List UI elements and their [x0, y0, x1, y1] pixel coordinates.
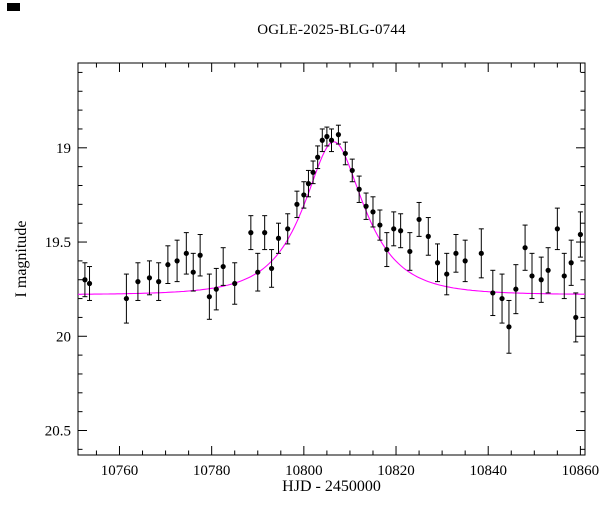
data-point: [363, 203, 369, 209]
data-point: [255, 269, 261, 275]
data-point: [301, 192, 307, 198]
x-tick-label: 10780: [193, 463, 231, 479]
data-point: [190, 269, 196, 275]
data-point: [377, 222, 383, 228]
data-point: [294, 201, 300, 207]
data-point: [398, 228, 404, 234]
data-point: [425, 233, 431, 239]
y-tick-label: 20.5: [45, 424, 71, 440]
data-point: [522, 245, 528, 251]
chart-title: OGLE-2025-BLG-0744: [257, 22, 406, 38]
data-point: [384, 246, 390, 253]
data-point: [206, 294, 212, 300]
data-point: [213, 286, 219, 292]
x-tick-label: 10760: [101, 463, 139, 479]
data-point: [356, 186, 362, 192]
data-point: [529, 273, 535, 279]
data-point: [165, 262, 171, 268]
data-point: [416, 216, 422, 223]
data-point: [232, 280, 238, 287]
data-point: [573, 314, 579, 321]
data-point: [315, 154, 321, 160]
data-point: [478, 250, 484, 256]
data-point: [285, 226, 291, 232]
data-point: [407, 248, 413, 255]
data-point: [197, 252, 203, 258]
x-tick-label: 10840: [469, 463, 507, 479]
data-point: [391, 226, 397, 232]
data-point: [174, 258, 180, 264]
data-point: [561, 273, 567, 279]
data-point: [434, 260, 441, 266]
x-tick-label: 10820: [377, 463, 415, 479]
model-curve-path: [78, 141, 585, 295]
data-point: [453, 250, 459, 256]
data-point: [349, 167, 355, 174]
data-point: [335, 132, 342, 138]
data-point: [248, 230, 254, 236]
data-point: [305, 181, 312, 187]
data-point: [554, 226, 560, 232]
data-point: [262, 230, 268, 236]
y-axis-label: I magnitude: [13, 220, 30, 298]
data-point: [86, 280, 93, 287]
data-point: [275, 235, 282, 241]
x-tick-label: 10800: [285, 463, 323, 479]
plot-frame: [77, 62, 586, 456]
data-point: [506, 324, 512, 330]
data-point: [310, 169, 316, 175]
data-point: [462, 258, 468, 264]
data-point: [146, 275, 153, 281]
data-point: [444, 271, 450, 277]
data-point: [220, 263, 226, 270]
data-point: [319, 137, 325, 143]
data-point: [328, 137, 335, 143]
data-point: [135, 279, 141, 285]
data-point: [568, 260, 574, 266]
y-tick-label: 20: [56, 329, 71, 345]
data-point: [490, 290, 496, 296]
data-point: [123, 295, 129, 302]
data-point: [545, 267, 551, 273]
data-point: [577, 231, 583, 238]
data-point: [342, 150, 348, 157]
data-point: [513, 286, 519, 292]
y-tick-label: 19: [56, 141, 71, 157]
tick-labels: 10760 10780 10800 10820 10840 10860 19 19.5 20 20…: [45, 141, 599, 479]
data-point: [183, 250, 189, 256]
data-points-group: [82, 124, 583, 354]
axes: [77, 62, 586, 456]
data-point: [538, 277, 544, 283]
data-point: [324, 133, 330, 140]
corner-mark: [7, 3, 20, 11]
x-axis-label: HJD - 2450000: [282, 478, 381, 495]
data-point: [268, 265, 275, 272]
x-tick-label: 10860: [562, 463, 600, 479]
data-point: [156, 279, 162, 285]
data-point: [499, 295, 505, 302]
data-point: [82, 277, 88, 283]
y-tick-label: 19.5: [45, 235, 71, 251]
data-point: [370, 209, 376, 215]
